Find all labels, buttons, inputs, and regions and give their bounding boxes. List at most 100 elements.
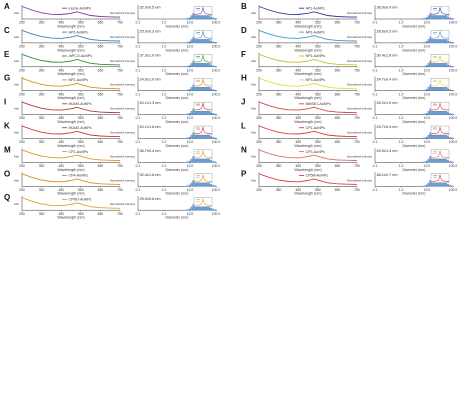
abs-x-tick-label: 550 xyxy=(315,140,321,144)
abs-x-tick-label: 350 xyxy=(39,21,45,25)
abs-x-tick-label: 450 xyxy=(295,140,301,144)
dls-bar xyxy=(188,41,192,44)
dls-x-tick-label: 100.0 xyxy=(449,92,458,96)
dls-bar xyxy=(188,65,192,67)
dls-bar xyxy=(186,66,189,67)
abs-x-tick-label: 550 xyxy=(78,212,84,216)
dls-xlabel: Diameter (nm) xyxy=(403,144,426,148)
abs-x-tick-label: 350 xyxy=(39,188,45,192)
dls-x-tick-label: 0.1 xyxy=(136,92,141,96)
dls-size-label: 32.4±1.6 nm xyxy=(140,173,161,177)
panel-P: P Abs 250 350 450 550 650 750 Wavelength (nm) CP5… xyxy=(241,169,457,195)
dls-x-tick-label: 1.0 xyxy=(162,212,167,216)
dls-bar xyxy=(188,136,192,139)
abs-legend-label: NP3-AuNPs xyxy=(306,78,326,82)
dls-bar xyxy=(425,112,429,115)
dls-ylabel: Normalized intensity xyxy=(110,131,136,135)
dls-bar xyxy=(425,184,429,187)
dls-inset-peak xyxy=(193,173,213,182)
dls-x-tick-label: 1.0 xyxy=(162,92,167,96)
abs-spectrum-line xyxy=(21,149,121,161)
dls-x-tick-label: 10.0 xyxy=(424,21,431,25)
panel-I: I Abs 250 350 450 550 650 750 Wavelength (nm) MUM… xyxy=(4,98,220,124)
abs-spectrum-line xyxy=(258,6,358,18)
abs-x-tick-label: 550 xyxy=(315,116,321,120)
abs-x-tick-label: 650 xyxy=(98,140,104,144)
abs-ylabel: Abs xyxy=(14,202,20,206)
dls-inset xyxy=(430,173,450,183)
dls-xlabel: Diameter (nm) xyxy=(166,120,189,124)
dls-inset-peak xyxy=(193,102,213,111)
dls-x-tick-label: 100.0 xyxy=(449,68,458,72)
abs-legend-label: CP2-AuNPs xyxy=(69,150,89,154)
abs-x-tick-label: 450 xyxy=(58,92,64,96)
abs-legend-label: AP2-AuNPs xyxy=(69,30,88,34)
panel-letter: J xyxy=(241,98,245,107)
dls-xlabel: Diameter (nm) xyxy=(166,96,189,100)
dls-x-tick-label: 0.1 xyxy=(136,164,141,168)
dls-inset-peak xyxy=(430,102,450,111)
dls-x-tick-label: 10.0 xyxy=(424,140,431,144)
abs-ylabel: Abs xyxy=(14,35,20,39)
abs-x-tick-label: 450 xyxy=(58,21,64,25)
dls-ylabel: Normalized intensity xyxy=(347,131,373,135)
dls-x-tick-label: 100.0 xyxy=(212,116,221,120)
panel-letter: D xyxy=(241,26,247,35)
abs-x-tick-label: 350 xyxy=(276,164,282,168)
abs-x-tick-label: 550 xyxy=(78,68,84,72)
dls-inset xyxy=(193,30,213,40)
dls-bar xyxy=(425,136,429,139)
dls-xlabel: Diameter (nm) xyxy=(166,192,189,196)
abs-legend-label: CP3-AuNPs xyxy=(306,150,326,154)
dls-inset-peak xyxy=(430,54,450,63)
dls-inset xyxy=(430,78,450,88)
abs-x-tick-label: 550 xyxy=(315,68,321,72)
dls-x-tick-label: 0.1 xyxy=(136,21,141,25)
panel-A: A Abs 250 350 450 550 650 750 Wavelength (nm) Ire… xyxy=(4,2,220,28)
dls-inset xyxy=(430,149,450,160)
dls-x-tick-label: 100.0 xyxy=(212,188,221,192)
abs-spectrum-line xyxy=(21,125,121,138)
abs-xlabel: Wavelength (nm) xyxy=(57,120,84,124)
dls-inset xyxy=(430,125,450,136)
dls-size-label: 24.0±1.0 nm xyxy=(140,77,161,81)
dls-ylabel: Normalized intensity xyxy=(347,59,373,63)
dls-ylabel: Normalized intensity xyxy=(110,178,136,182)
abs-x-tick-label: 450 xyxy=(58,188,64,192)
abs-x-tick-label: 650 xyxy=(98,188,104,192)
abs-ylabel: Abs xyxy=(251,107,257,111)
dls-ylabel: Normalized intensity xyxy=(110,202,136,206)
abs-x-tick-label: 550 xyxy=(315,164,321,168)
dls-x-tick-label: 0.1 xyxy=(373,68,378,72)
abs-x-tick-label: 750 xyxy=(354,140,360,144)
dls-x-tick-label: 1.0 xyxy=(399,92,404,96)
abs-ylabel: Abs xyxy=(14,83,20,87)
panel-letter: F xyxy=(241,50,246,59)
abs-xlabel: Wavelength (nm) xyxy=(294,168,321,172)
panel-L: L Abs 250 350 450 550 650 750 Wavelength (nm) CP1… xyxy=(241,122,457,148)
dls-bar xyxy=(186,18,189,20)
abs-x-tick-label: 750 xyxy=(354,21,360,25)
dls-ylabel: Normalized intensity xyxy=(347,11,373,15)
panel-letter: B xyxy=(241,2,247,11)
abs-x-tick-label: 250 xyxy=(256,140,262,144)
abs-spectrum-line xyxy=(258,125,358,138)
dls-x-tick-label: 1.0 xyxy=(399,21,404,25)
abs-legend-label: MUM4-AuNPs xyxy=(69,102,92,106)
abs-x-tick-label: 350 xyxy=(39,212,45,216)
abs-legend-label: CPNO-AuNPs xyxy=(69,198,92,202)
abs-x-tick-label: 650 xyxy=(335,188,341,192)
abs-x-tick-label: 250 xyxy=(19,92,25,96)
dls-xlabel: Diameter (nm) xyxy=(166,48,189,52)
dls-inset-peak xyxy=(430,30,450,39)
dls-bar xyxy=(188,112,192,115)
abs-x-tick-label: 650 xyxy=(335,164,341,168)
abs-xlabel: Wavelength (nm) xyxy=(294,96,321,100)
abs-x-tick-label: 650 xyxy=(98,68,104,72)
panel-C: C Abs 250 350 450 550 650 750 Wavelength (nm) AP2… xyxy=(4,26,220,52)
abs-x-tick-label: 650 xyxy=(335,21,341,25)
abs-xlabel: Wavelength (nm) xyxy=(57,72,84,76)
panel-letter: A xyxy=(4,2,10,11)
abs-x-tick-label: 750 xyxy=(117,68,123,72)
dls-xlabel: Diameter (nm) xyxy=(403,120,426,124)
